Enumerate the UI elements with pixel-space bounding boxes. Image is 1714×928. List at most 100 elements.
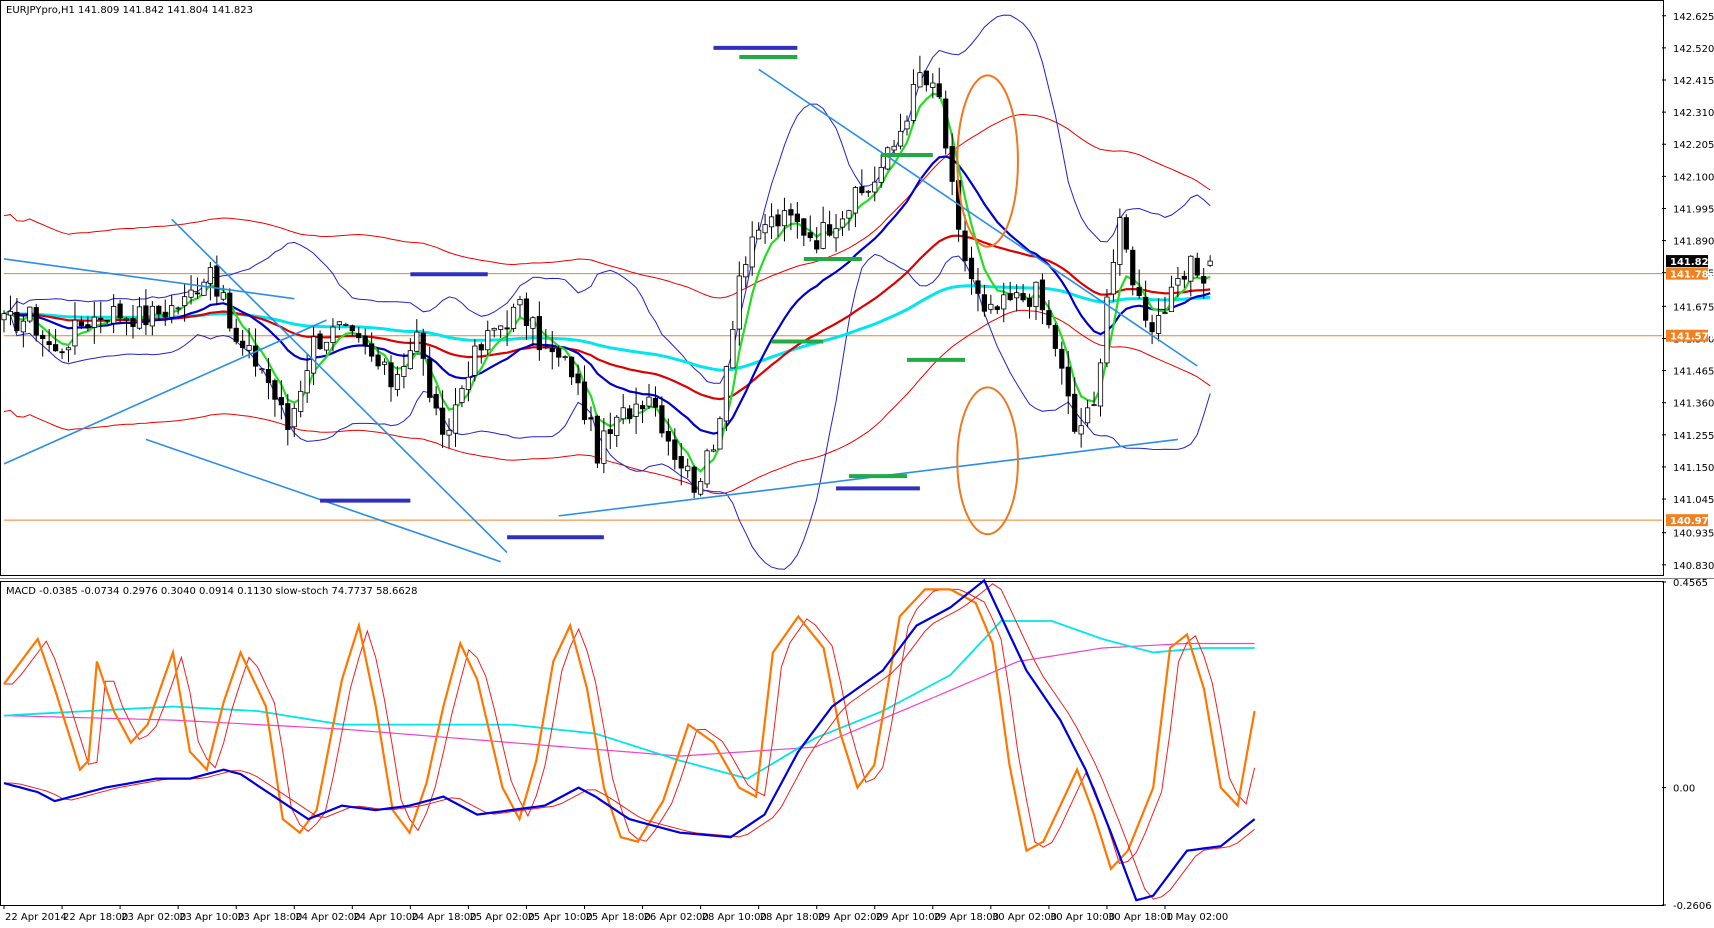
candle (117, 303, 123, 319)
x-tick-label: 29 Apr 02:00 (818, 912, 883, 923)
candle (336, 321, 343, 326)
candle (381, 361, 388, 365)
y-tick-label: 141.890 (1673, 237, 1714, 248)
highlight-ellipse[interactable] (956, 386, 1019, 536)
price-panel-frame (0, 0, 1664, 576)
candle (691, 466, 697, 493)
candle (614, 416, 620, 436)
candle (975, 280, 981, 294)
x-tick-label: 30 Apr 10:00 (1050, 912, 1115, 923)
candle (549, 348, 555, 353)
price-tag-label: 141.579 (1670, 332, 1714, 343)
candle (401, 366, 407, 377)
x-tick-label: 26 Apr 02:00 (644, 912, 709, 923)
indicator-panel-frame (0, 581, 1664, 906)
price-tag-bg (1666, 255, 1708, 268)
candle (65, 347, 72, 351)
candle (930, 82, 936, 88)
y-tick-label: 140.830 (1673, 561, 1714, 572)
y-tick-label: 142.415 (1673, 76, 1714, 87)
candle (936, 83, 942, 98)
candle (723, 366, 730, 422)
candle (1149, 322, 1155, 333)
signal-magenta-line (3, 642, 1255, 757)
candle (827, 224, 833, 236)
x-tick-label: 25 Apr 02:00 (469, 912, 534, 923)
candle (240, 340, 246, 348)
candle (201, 281, 207, 296)
candle (330, 326, 336, 343)
price-tags: 141.823 141.782 141.579 140.976 (1666, 255, 1714, 527)
candle (768, 216, 775, 228)
candle (1162, 312, 1168, 315)
candle (646, 396, 652, 407)
trendline[interactable] (758, 68, 1198, 367)
x-tick-label: 25 Apr 18:00 (586, 912, 651, 923)
candle (433, 394, 439, 409)
candle (781, 210, 788, 227)
candle (569, 356, 575, 378)
candle (14, 311, 20, 332)
candle (517, 299, 523, 306)
candle (362, 335, 368, 347)
candle (465, 376, 472, 390)
trendline[interactable] (171, 218, 508, 554)
candle (897, 130, 904, 147)
trendline[interactable] (3, 258, 295, 300)
candle (491, 327, 497, 331)
candle (730, 328, 736, 369)
y-tick-label: 0.00 (1673, 784, 1695, 795)
candle (143, 305, 149, 326)
candle (704, 450, 710, 485)
candle (427, 358, 433, 398)
candle (756, 229, 762, 240)
x-tick-label: 23 Apr 02:00 (121, 912, 186, 923)
y-tick-label: 142.100 (1673, 172, 1714, 183)
candle (1007, 293, 1013, 301)
x-tick-label: 28 Apr 18:00 (760, 912, 825, 923)
price-tag-label: 141.782 (1670, 270, 1714, 281)
candle (33, 307, 39, 336)
highlight-ellipse[interactable] (956, 74, 1019, 248)
candle (1085, 407, 1091, 424)
candle (685, 465, 691, 472)
candle (949, 146, 955, 182)
candle (562, 356, 568, 359)
candle (233, 327, 239, 342)
price-tag-bg (1666, 514, 1708, 527)
y-tick-label: 141.995 (1673, 204, 1714, 215)
candle (523, 298, 530, 326)
candle (1065, 366, 1071, 397)
price-tag-bg (1666, 267, 1708, 280)
candle (543, 346, 549, 349)
candle (1130, 249, 1136, 286)
candle (104, 319, 110, 322)
candle (78, 321, 84, 327)
candle (72, 319, 78, 347)
candle (291, 408, 297, 428)
candle (859, 186, 865, 194)
candle (446, 429, 452, 436)
y-tick-label: 0.4565 (1673, 578, 1708, 589)
candle (652, 397, 659, 408)
candle (59, 351, 65, 354)
candle (343, 324, 349, 326)
candle (478, 344, 484, 351)
ema-green-line (3, 92, 1211, 473)
candle (472, 345, 478, 376)
candle (188, 289, 194, 298)
candle (27, 306, 33, 322)
candle (20, 320, 26, 333)
candle (762, 224, 768, 234)
trendline[interactable] (3, 319, 327, 465)
candle (156, 305, 162, 315)
candle (162, 311, 168, 318)
candle (459, 388, 465, 403)
envelope-lower (3, 309, 1211, 495)
candle (1110, 262, 1116, 295)
candle (749, 236, 755, 268)
candle (175, 307, 181, 310)
candle (1201, 276, 1207, 284)
candle (852, 187, 859, 214)
